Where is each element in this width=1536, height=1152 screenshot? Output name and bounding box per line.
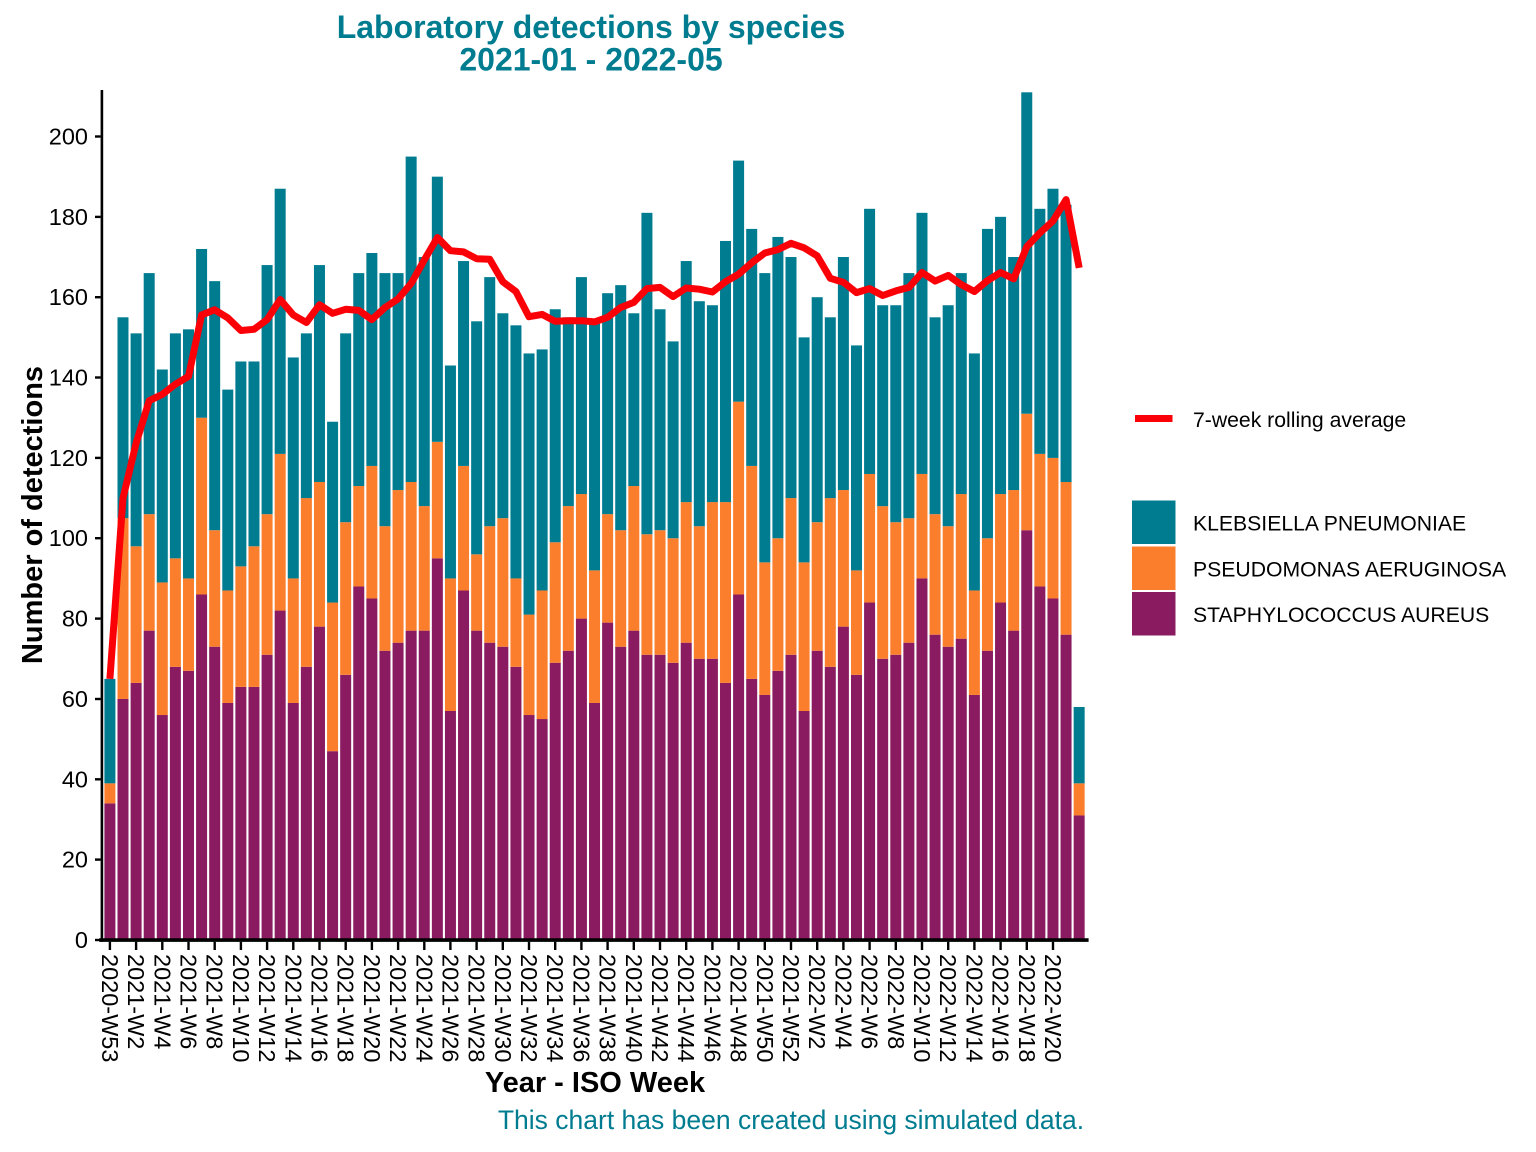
svg-text:2022-W10: 2022-W10 [909, 954, 935, 1062]
svg-text:KLEBSIELLA PNEUMONIAE: KLEBSIELLA PNEUMONIAE [1193, 513, 1466, 536]
svg-text:2022-W20: 2022-W20 [1040, 954, 1066, 1062]
svg-text:2022-W8: 2022-W8 [883, 954, 909, 1049]
svg-text:2021-W28: 2021-W28 [464, 954, 490, 1062]
svg-text:7-week rolling average: 7-week rolling average [1193, 409, 1406, 432]
svg-text:2021-W52: 2021-W52 [778, 954, 804, 1062]
svg-text:140: 140 [49, 365, 88, 391]
svg-text:2021-W32: 2021-W32 [516, 954, 542, 1062]
svg-text:2021-W34: 2021-W34 [542, 954, 568, 1062]
svg-text:2022-W18: 2022-W18 [1014, 954, 1040, 1062]
svg-text:2021-W16: 2021-W16 [307, 954, 333, 1062]
svg-text:2021-W10: 2021-W10 [228, 954, 254, 1062]
svg-text:Year - ISO Week: Year - ISO Week [485, 1067, 706, 1099]
svg-text:2022-W16: 2022-W16 [988, 954, 1014, 1062]
svg-text:Number of detections: Number of detections [17, 366, 49, 664]
svg-text:2021-W30: 2021-W30 [490, 954, 516, 1062]
svg-text:2021-W38: 2021-W38 [595, 954, 621, 1062]
svg-text:2022-W2: 2022-W2 [804, 954, 830, 1049]
svg-text:2021-W22: 2021-W22 [385, 954, 411, 1062]
svg-text:2022-W4: 2022-W4 [830, 954, 856, 1049]
svg-text:2021-W50: 2021-W50 [752, 954, 778, 1062]
svg-text:2021-W36: 2021-W36 [568, 954, 594, 1062]
svg-text:2021-W14: 2021-W14 [280, 954, 306, 1062]
svg-text:2021-W8: 2021-W8 [202, 954, 228, 1049]
svg-text:60: 60 [62, 686, 88, 712]
svg-text:2021-W42: 2021-W42 [647, 954, 673, 1062]
svg-text:2021-W48: 2021-W48 [726, 954, 752, 1062]
svg-text:This chart has been created us: This chart has been created using simula… [498, 1105, 1084, 1135]
svg-text:2021-01 - 2022-05: 2021-01 - 2022-05 [459, 42, 722, 78]
svg-text:200: 200 [49, 124, 88, 150]
svg-text:120: 120 [49, 445, 88, 471]
svg-text:2020-W53: 2020-W53 [97, 954, 123, 1062]
svg-text:2021-W6: 2021-W6 [176, 954, 202, 1049]
svg-text:2021-W40: 2021-W40 [621, 954, 647, 1062]
svg-text:2021-W44: 2021-W44 [673, 954, 699, 1062]
svg-text:2021-W12: 2021-W12 [254, 954, 280, 1062]
svg-text:2021-W18: 2021-W18 [333, 954, 359, 1062]
svg-text:40: 40 [62, 766, 88, 792]
svg-text:20: 20 [62, 847, 88, 873]
svg-text:2022-W6: 2022-W6 [857, 954, 883, 1049]
svg-text:2021-W46: 2021-W46 [699, 954, 725, 1062]
svg-text:2021-W2: 2021-W2 [123, 954, 149, 1049]
svg-text:PSEUDOMONAS AERUGINOSA: PSEUDOMONAS AERUGINOSA [1193, 559, 1507, 582]
svg-text:2022-W14: 2022-W14 [961, 954, 987, 1062]
svg-text:0: 0 [75, 927, 88, 953]
svg-text:2021-W24: 2021-W24 [411, 954, 437, 1062]
svg-text:180: 180 [49, 204, 88, 230]
svg-text:Laboratory detections by speci: Laboratory detections by species [337, 9, 846, 45]
svg-text:2022-W12: 2022-W12 [935, 954, 961, 1062]
svg-text:100: 100 [49, 525, 88, 551]
svg-text:160: 160 [49, 284, 88, 310]
svg-text:2021-W4: 2021-W4 [149, 954, 175, 1049]
svg-text:2021-W20: 2021-W20 [359, 954, 385, 1062]
svg-text:STAPHYLOCOCCUS AUREUS: STAPHYLOCOCCUS AUREUS [1193, 604, 1489, 627]
svg-text:2021-W26: 2021-W26 [437, 954, 463, 1062]
svg-text:80: 80 [62, 606, 88, 632]
